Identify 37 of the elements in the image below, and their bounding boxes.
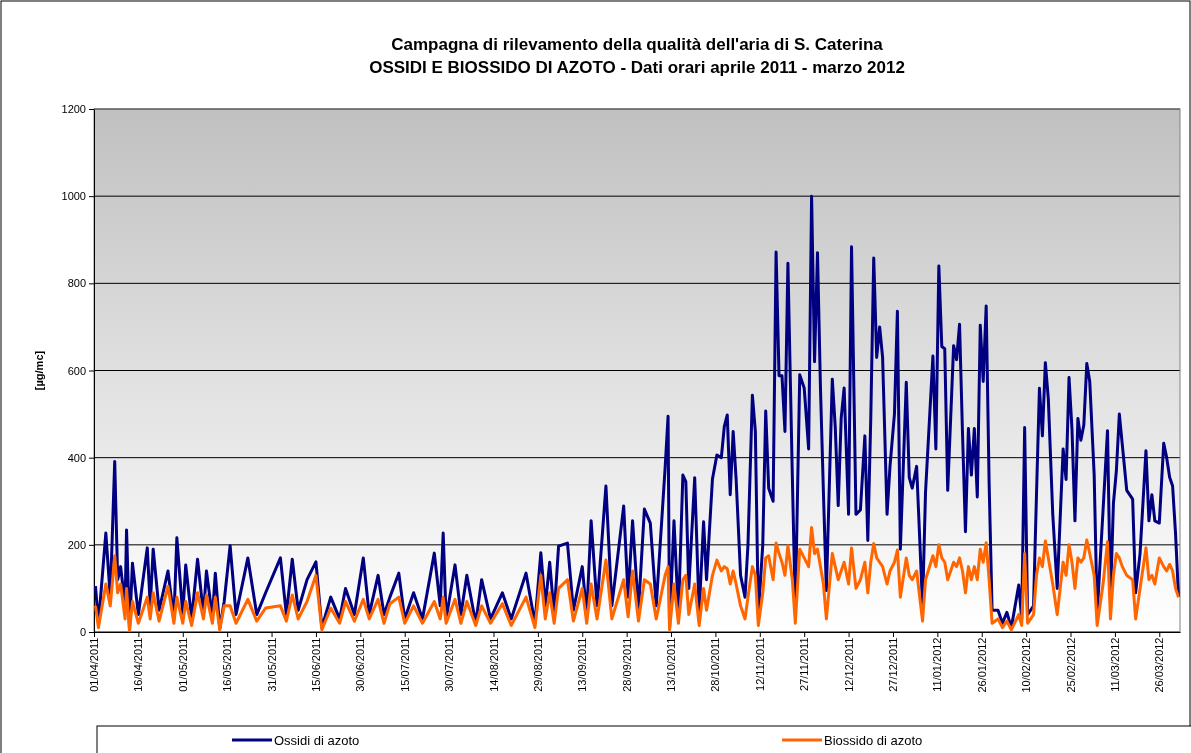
x-tick-label: 13/10/2011 [665, 637, 678, 692]
x-tick-label: 11/01/2012 [931, 637, 944, 692]
x-tick-label: 28/09/2011 [620, 637, 633, 692]
x-tick-label: 27/11/2011 [798, 637, 811, 691]
y-tick-label: 400 [67, 451, 86, 464]
x-tick-label: 15/06/2011 [309, 637, 322, 692]
x-tick-label: 10/02/2012 [1020, 637, 1033, 693]
chart-title: Campagna di rilevamento della qualità dell'aria di S. Caterina [391, 35, 884, 54]
y-tick-label: 600 [67, 364, 86, 377]
x-tick-label: 26/03/2012 [1153, 637, 1166, 693]
x-tick-label: 28/10/2011 [709, 637, 722, 692]
x-tick-label: 27/12/2011 [886, 637, 899, 692]
x-tick-label: 11/03/2012 [1108, 637, 1121, 692]
chart-subtitle: OSSIDI E BIOSSIDO DI AZOTO - Dati orari aprile 2011 - marzo 2012 [369, 58, 905, 77]
y-tick-label: 1000 [61, 190, 86, 203]
x-tick-label: 30/07/2011 [443, 637, 456, 692]
legend-label: Ossidi di azoto [274, 733, 360, 748]
x-tick-label: 29/08/2011 [531, 637, 544, 692]
x-tick-label: 01/04/2011 [88, 637, 101, 692]
x-tick-label: 12/12/2011 [842, 637, 855, 692]
x-tick-label: 14/08/2011 [487, 637, 500, 692]
x-tick-label: 16/04/2011 [132, 637, 145, 692]
x-tick-label: 12/11/2011 [753, 637, 766, 691]
x-tick-label: 30/06/2011 [354, 637, 367, 692]
legend-label: Biossido di azoto [824, 733, 923, 748]
x-tick-label: 25/02/2012 [1064, 637, 1077, 693]
x-tick-label: 13/09/2011 [576, 637, 589, 692]
x-tick-label: 26/01/2012 [975, 637, 988, 693]
x-tick-label: 15/07/2011 [398, 637, 411, 692]
y-tick-label: 800 [67, 277, 86, 290]
y-axis-title: [µg/mc] [33, 350, 45, 391]
x-tick-label: 01/05/2011 [176, 637, 189, 692]
y-tick-label: 1200 [61, 103, 86, 116]
y-tick-label: 0 [79, 626, 86, 639]
x-tick-label: 31/05/2011 [265, 637, 278, 692]
x-tick-label: 16/05/2011 [221, 637, 234, 692]
y-tick-label: 200 [67, 538, 86, 551]
